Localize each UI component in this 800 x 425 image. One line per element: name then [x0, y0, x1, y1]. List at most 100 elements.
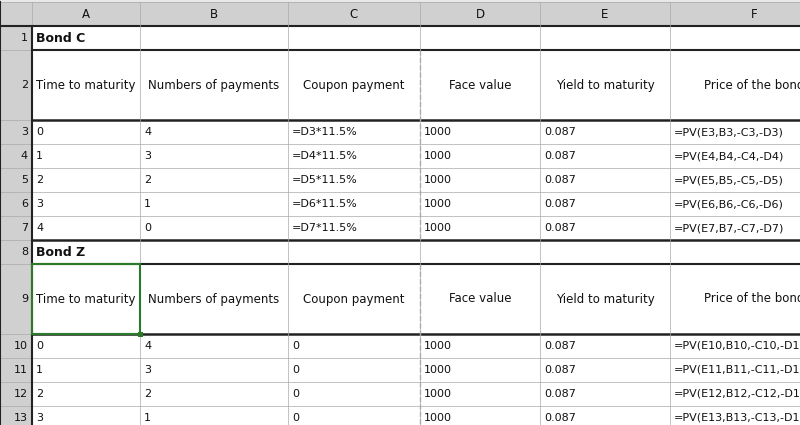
Text: 1: 1: [36, 151, 43, 161]
Text: 1000: 1000: [424, 199, 452, 209]
Text: 1000: 1000: [424, 413, 452, 423]
Bar: [0, 334, 32, 358]
Text: 0: 0: [292, 389, 299, 399]
Text: 1: 1: [21, 33, 28, 43]
Text: 1: 1: [144, 413, 151, 423]
Bar: [32, 382, 140, 406]
Bar: [32, 264, 140, 334]
Bar: [540, 382, 670, 406]
Bar: [32, 2, 140, 26]
Text: 0: 0: [292, 413, 299, 423]
Text: Coupon payment: Coupon payment: [303, 79, 405, 91]
Bar: [140, 120, 288, 144]
Bar: [32, 144, 140, 168]
Bar: [540, 406, 670, 425]
Bar: [540, 264, 670, 334]
Bar: [288, 334, 420, 358]
Text: 3: 3: [21, 127, 28, 137]
Text: 3: 3: [144, 365, 151, 375]
Text: =PV(E6,B6,-C6,-D6): =PV(E6,B6,-C6,-D6): [674, 199, 784, 209]
Text: Coupon payment: Coupon payment: [303, 292, 405, 306]
Bar: [540, 50, 670, 120]
Text: 2: 2: [36, 389, 43, 399]
Bar: [288, 382, 420, 406]
Text: 4: 4: [144, 341, 151, 351]
Text: Yield to maturity: Yield to maturity: [556, 292, 654, 306]
Bar: [420, 406, 540, 425]
Bar: [420, 240, 540, 264]
Bar: [670, 334, 800, 358]
Bar: [0, 50, 32, 120]
Bar: [420, 50, 540, 120]
Text: =PV(E5,B5,-C5,-D5): =PV(E5,B5,-C5,-D5): [674, 175, 784, 185]
Bar: [140, 358, 288, 382]
Bar: [32, 334, 140, 358]
Text: 7: 7: [21, 223, 28, 233]
Text: 0: 0: [36, 341, 43, 351]
Bar: [288, 240, 420, 264]
Bar: [288, 120, 420, 144]
Bar: [540, 358, 670, 382]
Bar: [32, 192, 140, 216]
Text: Face value: Face value: [449, 292, 511, 306]
Bar: [32, 264, 140, 334]
Bar: [140, 382, 288, 406]
Text: 2: 2: [144, 175, 151, 185]
Bar: [140, 26, 288, 50]
Text: =PV(E4,B4,-C4,-D4): =PV(E4,B4,-C4,-D4): [674, 151, 784, 161]
Text: Time to maturity: Time to maturity: [36, 79, 136, 91]
Text: 0: 0: [144, 223, 151, 233]
Bar: [420, 216, 540, 240]
Text: Numbers of payments: Numbers of payments: [148, 292, 280, 306]
Text: 8: 8: [21, 247, 28, 257]
Text: Bond Z: Bond Z: [36, 246, 86, 258]
Text: 3: 3: [36, 413, 43, 423]
Text: 1000: 1000: [424, 365, 452, 375]
Text: 0.087: 0.087: [544, 223, 576, 233]
Text: 4: 4: [144, 127, 151, 137]
Text: =PV(E7,B7,-C7,-D7): =PV(E7,B7,-C7,-D7): [674, 223, 784, 233]
Bar: [288, 358, 420, 382]
Bar: [32, 406, 140, 425]
Bar: [540, 240, 670, 264]
Bar: [670, 382, 800, 406]
Text: 6: 6: [21, 199, 28, 209]
Text: 0.087: 0.087: [544, 175, 576, 185]
Bar: [0, 406, 32, 425]
Text: 4: 4: [36, 223, 43, 233]
Text: 0.087: 0.087: [544, 199, 576, 209]
Bar: [0, 358, 32, 382]
Text: 1: 1: [36, 365, 43, 375]
Text: Price of the bond: Price of the bond: [704, 79, 800, 91]
Bar: [420, 168, 540, 192]
Bar: [32, 358, 140, 382]
Bar: [140, 2, 288, 26]
Bar: [540, 2, 670, 26]
Text: 1000: 1000: [424, 341, 452, 351]
Text: C: C: [350, 8, 358, 20]
Text: E: E: [602, 8, 609, 20]
Bar: [0, 168, 32, 192]
Bar: [420, 334, 540, 358]
Bar: [0, 192, 32, 216]
Bar: [540, 144, 670, 168]
Bar: [140, 240, 288, 264]
Bar: [0, 2, 32, 26]
Bar: [670, 120, 800, 144]
Text: 3: 3: [36, 199, 43, 209]
Bar: [0, 264, 32, 334]
Text: 3: 3: [144, 151, 151, 161]
Bar: [670, 50, 800, 120]
Bar: [540, 26, 670, 50]
Text: Time to maturity: Time to maturity: [36, 292, 136, 306]
Text: =PV(E11,B11,-C11,-D11): =PV(E11,B11,-C11,-D11): [674, 365, 800, 375]
Text: 0: 0: [292, 365, 299, 375]
Bar: [140, 168, 288, 192]
Bar: [540, 120, 670, 144]
Text: 9: 9: [21, 294, 28, 304]
Bar: [288, 26, 420, 50]
Bar: [670, 26, 800, 50]
Bar: [670, 216, 800, 240]
Text: 0: 0: [36, 127, 43, 137]
Bar: [420, 358, 540, 382]
